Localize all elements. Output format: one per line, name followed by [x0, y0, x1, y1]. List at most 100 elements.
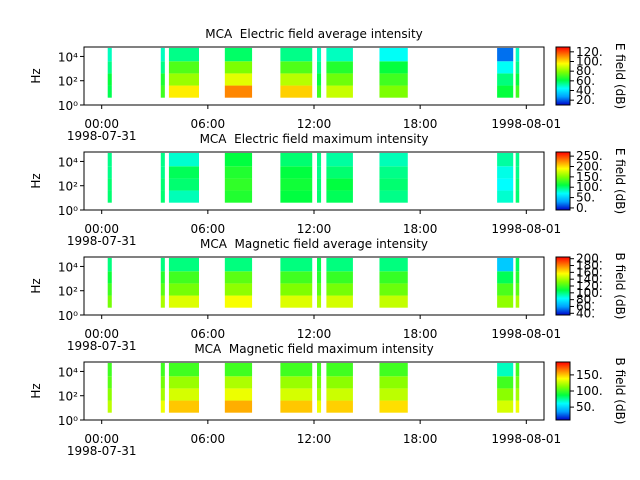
- spectrogram-cell: [168, 362, 199, 377]
- colorbar: [555, 46, 571, 106]
- spectrogram-cell: [317, 400, 322, 413]
- x-tick-label: 00:00 1998-07-31: [67, 117, 137, 143]
- spectrogram-cell: [168, 85, 199, 98]
- spectrogram-cell: [379, 73, 408, 86]
- spectrogram-cell: [497, 295, 514, 308]
- spectrogram-cell: [280, 73, 313, 86]
- spectrogram-cell: [317, 271, 322, 284]
- spectrogram-cell: [280, 271, 313, 284]
- spectrogram-cell: [168, 295, 199, 308]
- colorbar-tick-label: 160.: [576, 265, 603, 279]
- colorbar-tick-label: 100.: [576, 55, 603, 69]
- spectrogram-cell: [515, 85, 520, 98]
- x-tick-label: 06:00: [191, 432, 226, 446]
- spectrogram-cell: [107, 190, 112, 203]
- spectrogram-cell: [326, 61, 353, 74]
- spectrogram-cell: [317, 257, 322, 272]
- spectrogram-cell: [107, 73, 112, 86]
- x-tick-label: 00:00 1998-07-31: [67, 327, 137, 353]
- spectrogram-cell: [326, 362, 353, 377]
- spectrogram-cell: [317, 283, 322, 296]
- x-tick-label: 1998-08-01: [491, 432, 561, 446]
- spectrogram-cell: [224, 400, 253, 413]
- spectrogram-cell: [379, 388, 408, 401]
- spectrogram-cell: [280, 61, 313, 74]
- spectrogram-cell: [326, 388, 353, 401]
- plot-frame: [83, 256, 545, 316]
- spectrogram-cell: [326, 190, 353, 203]
- spectrogram-cell: [107, 85, 112, 98]
- spectrogram-cell: [497, 178, 514, 191]
- spectrogram-cell: [515, 190, 520, 203]
- spectrogram-cell: [317, 295, 322, 308]
- spectrogram-cell: [224, 73, 253, 86]
- spectrogram-cell: [280, 283, 313, 296]
- spectrogram-cell: [515, 61, 520, 74]
- spectrogram-cell: [224, 85, 253, 98]
- spectrogram-cell: [168, 388, 199, 401]
- spectrogram-cell: [280, 166, 313, 179]
- spectrogram-cell: [224, 362, 253, 377]
- spectrogram-cell: [280, 178, 313, 191]
- colorbar-tick-label: 200.: [576, 160, 603, 174]
- colorbar-tick-label: 100.: [576, 180, 603, 194]
- spectrogram-cell: [497, 166, 514, 179]
- spectrogram-cell: [224, 283, 253, 296]
- colorbar-tick-label: 150.: [576, 170, 603, 184]
- spectrogram-cell: [326, 47, 353, 62]
- spectrogram-cell: [379, 400, 408, 413]
- spectrogram-cell: [168, 73, 199, 86]
- spectrogram-cell: [160, 47, 165, 62]
- colorbar: [555, 361, 571, 421]
- spectrogram-cell: [317, 388, 322, 401]
- x-tick-label: 12:00: [297, 222, 332, 236]
- panel-title: MCA Electric field average intensity: [205, 27, 423, 41]
- spectrogram-cell: [326, 271, 353, 284]
- colorbar-tick-label: 180.: [576, 259, 603, 273]
- spectrogram-cell: [515, 295, 520, 308]
- panel-title: MCA Electric field maximum intensity: [200, 132, 429, 146]
- spectrogram-cell: [379, 85, 408, 98]
- spectrogram-cell: [317, 178, 322, 191]
- spectrogram-cell: [497, 271, 514, 284]
- spectrogram-cell: [326, 295, 353, 308]
- colorbar-tick-label: 60.: [576, 74, 595, 88]
- spectrogram-cell: [317, 47, 322, 62]
- spectrogram-cell: [379, 152, 408, 167]
- spectrogram-cell: [317, 376, 322, 389]
- spectrogram-cell: [107, 376, 112, 389]
- spectrogram-cell: [326, 73, 353, 86]
- spectrogram-cell: [107, 283, 112, 296]
- spectrogram-cell: [317, 190, 322, 203]
- spectrogram-cell: [168, 400, 199, 413]
- spectrogram-cell: [107, 47, 112, 62]
- spectrogram-cell: [168, 376, 199, 389]
- spectrogram-cell: [107, 152, 112, 167]
- spectrogram-cell: [160, 152, 165, 167]
- y-tick-label: 10⁴: [58, 260, 78, 274]
- spectrogram-cell: [326, 376, 353, 389]
- spectrogram-cell: [224, 166, 253, 179]
- spectrogram-cell: [515, 178, 520, 191]
- x-tick-label: 00:00 1998-07-31: [67, 432, 137, 458]
- spectrogram-cell: [168, 178, 199, 191]
- y-tick-label: 10⁰: [58, 309, 78, 323]
- spectrogram-cell: [160, 376, 165, 389]
- spectrogram-cell: [280, 152, 313, 167]
- spectrogram-cell: [280, 85, 313, 98]
- x-tick-label: 06:00: [191, 117, 226, 131]
- spectrogram-cell: [224, 376, 253, 389]
- spectrogram-cell: [160, 178, 165, 191]
- colorbar-tick-label: 150.: [576, 368, 603, 382]
- colorbar-tick-label: 80.: [576, 293, 595, 307]
- colorbar-label: B field (dB): [613, 253, 627, 320]
- spectrogram-cell: [379, 178, 408, 191]
- spectrogram-cell: [379, 257, 408, 272]
- colorbar: [555, 151, 571, 211]
- spectrogram-cell: [515, 166, 520, 179]
- colorbar-tick-label: 100.: [576, 384, 603, 398]
- spectrogram-cell: [168, 257, 199, 272]
- spectrogram-cell: [497, 400, 514, 413]
- colorbar: [555, 256, 571, 316]
